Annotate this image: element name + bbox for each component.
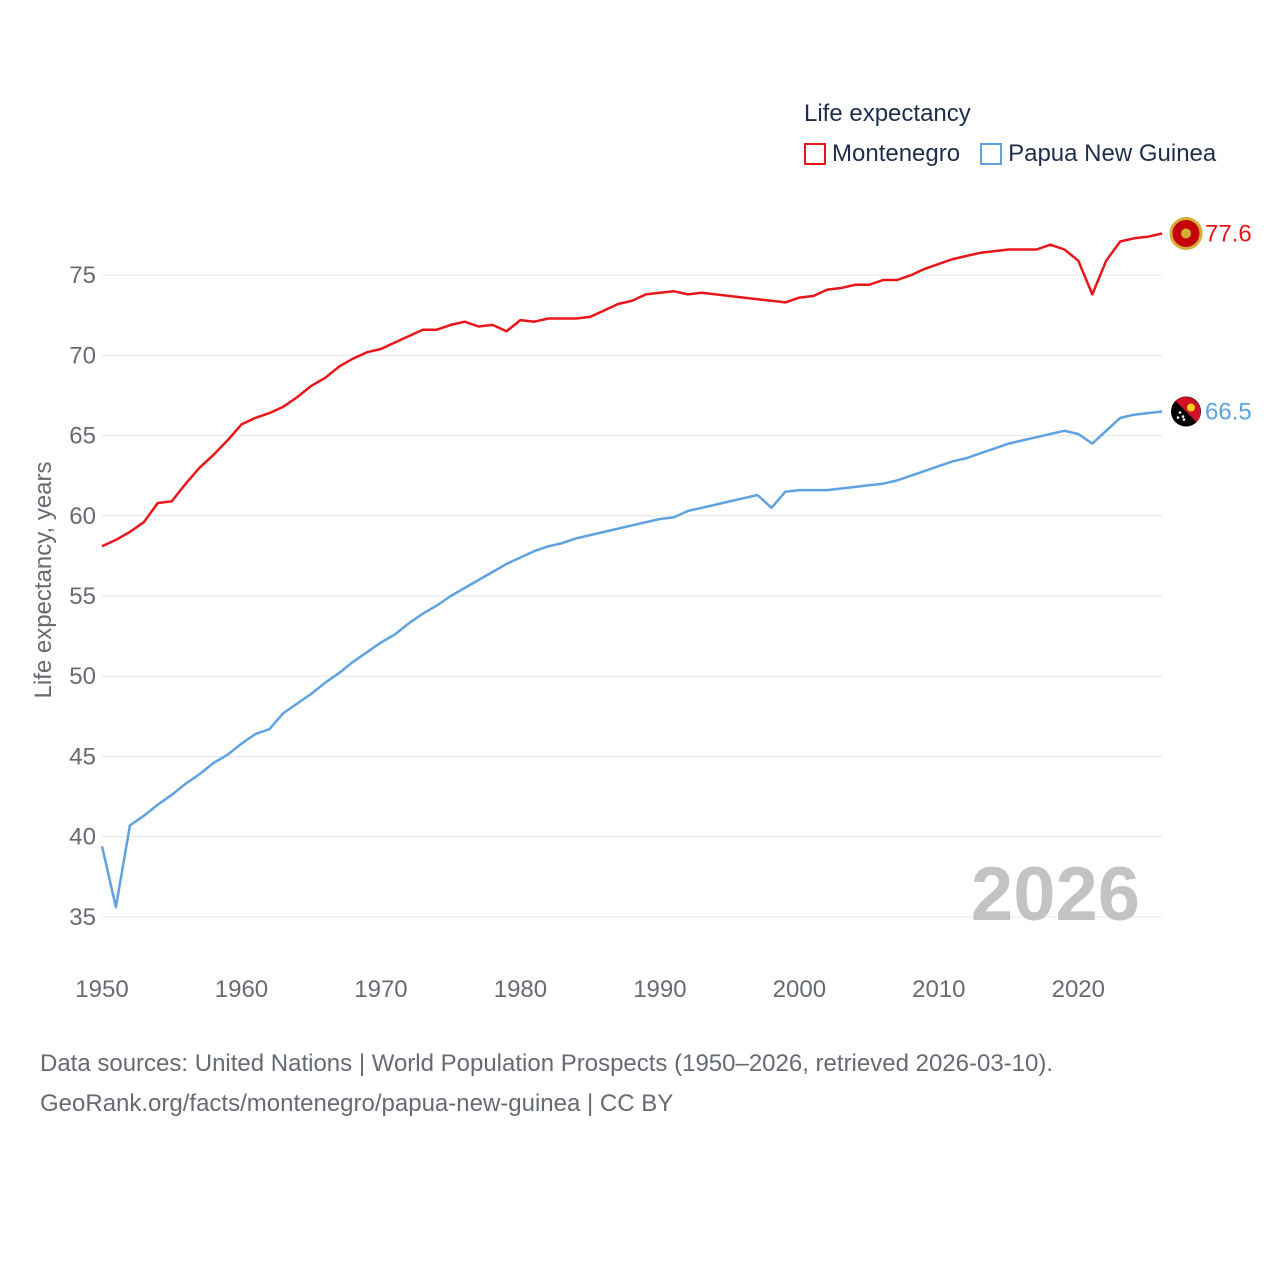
x-tick-label: 2010 bbox=[912, 976, 965, 1003]
x-tick-label: 1970 bbox=[354, 976, 407, 1003]
y-tick-label: 60 bbox=[69, 503, 96, 530]
y-tick-label: 65 bbox=[69, 423, 96, 450]
x-tick-label: 1990 bbox=[633, 976, 686, 1003]
source-line-1: Data sources: United Nations | World Pop… bbox=[40, 1050, 1054, 1077]
png-star-icon bbox=[1178, 411, 1182, 414]
data-source-note: Data sources: United Nations | World Pop… bbox=[40, 1044, 1053, 1124]
x-tick-label: 1960 bbox=[215, 976, 268, 1003]
y-axis-label: Life expectancy, years bbox=[30, 461, 57, 698]
series-line-papua-new-guinea bbox=[100, 410, 1163, 909]
y-tick-label: 45 bbox=[69, 743, 96, 770]
gridlines bbox=[102, 274, 1162, 918]
source-line-2: GeoRank.org/facts/montenegro/papua-new-g… bbox=[40, 1090, 674, 1117]
series-lines bbox=[100, 232, 1163, 909]
y-tick-label: 55 bbox=[69, 583, 96, 610]
year-watermark: 2026 bbox=[971, 852, 1140, 937]
y-tick-label: 40 bbox=[69, 824, 96, 851]
end-value-label-montenegro: 77.6 bbox=[1205, 220, 1252, 247]
legend-swatch-papua-new-guinea bbox=[980, 143, 1003, 165]
x-tick-label: 1980 bbox=[494, 976, 547, 1003]
legend-item-montenegro[interactable]: Montenegro bbox=[804, 140, 960, 168]
series-line-montenegro bbox=[101, 232, 1163, 548]
y-tick-label: 50 bbox=[69, 663, 96, 690]
legend-label-papua-new-guinea: Papua New Guinea bbox=[1008, 140, 1217, 167]
x-axis-ticks: 1950 1960 1970 1980 1990 2000 2010 2020 bbox=[75, 976, 1105, 1003]
y-tick-label: 35 bbox=[69, 904, 96, 931]
png-bird-of-paradise-icon bbox=[1187, 403, 1195, 412]
y-tick-label: 75 bbox=[69, 262, 96, 289]
png-star-icon bbox=[1176, 416, 1180, 419]
end-value-label-papua-new-guinea: 66.5 bbox=[1205, 399, 1252, 426]
legend-label-montenegro: Montenegro bbox=[832, 140, 961, 167]
x-tick-label: 2000 bbox=[773, 976, 826, 1003]
legend: Life expectancy Montenegro Papua New Gui… bbox=[804, 100, 1216, 168]
x-tick-label: 1950 bbox=[75, 976, 128, 1003]
y-tick-label: 70 bbox=[69, 342, 96, 369]
montenegro-emblem-icon bbox=[1181, 228, 1191, 239]
papua-new-guinea-flag-icon bbox=[1171, 396, 1201, 427]
png-star-icon bbox=[1182, 418, 1186, 421]
png-star-icon bbox=[1181, 415, 1185, 418]
legend-item-papua-new-guinea[interactable]: Papua New Guinea bbox=[980, 140, 1216, 168]
y-axis-ticks: 35 40 45 50 55 60 65 70 75 bbox=[69, 262, 96, 931]
legend-title: Life expectancy bbox=[804, 100, 971, 127]
legend-swatch-montenegro bbox=[804, 143, 826, 165]
x-tick-label: 2020 bbox=[1052, 976, 1105, 1003]
series-end-markers: 77.6 66.5 bbox=[1169, 216, 1252, 427]
